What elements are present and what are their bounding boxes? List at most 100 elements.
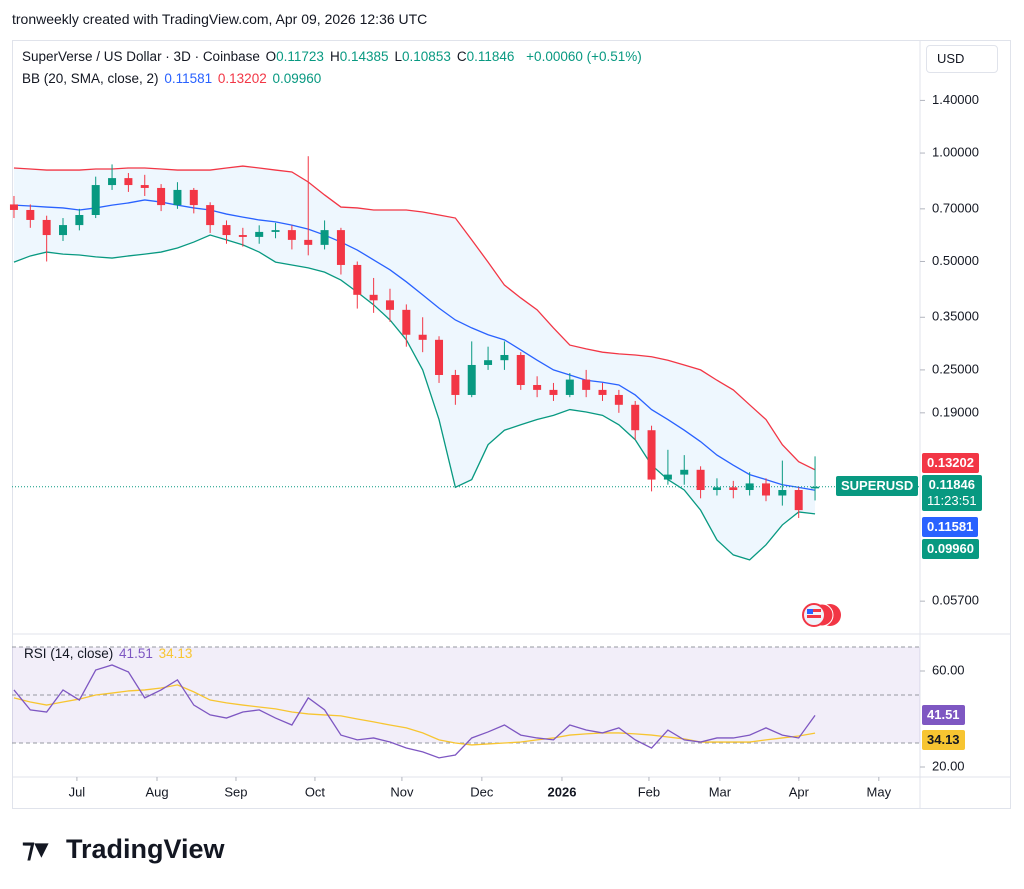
y-tick-label: 1.40000 [932,92,979,107]
y-tick-label: 0.35000 [932,309,979,324]
candle-body [516,354,525,385]
y-tick-label: 0.25000 [932,361,979,376]
candle-body [108,178,117,186]
change: +0.00060 (+0.51%) [526,49,642,64]
candle-body [140,185,149,188]
rsi-ma-value: 34.13 [158,646,193,661]
x-tick-label: Apr [789,784,810,799]
x-tick-label: May [867,784,892,799]
bb-lower: 0.09960 [272,71,322,86]
rsi-tick-label: 20.00 [932,758,965,773]
x-tick-label: Feb [638,784,660,799]
candle-body [271,230,280,232]
candle-body [222,225,231,236]
upper-tag: 0.13202 [922,453,979,473]
candle-body [369,294,378,301]
y-tick-label: 0.70000 [932,200,979,215]
symbol-title: SuperVerse / US Dollar · 3D · Coinbase [22,49,260,64]
candle-body [385,300,394,310]
x-tick-label: Jul [69,784,86,799]
candle-body [42,219,51,236]
candle-body [9,204,18,210]
logo-mark: ⁊▾ [22,833,49,863]
candle-body [157,187,166,206]
frame [12,40,1011,809]
candle-body [712,487,721,491]
countdown: 11:23:51 [927,493,977,508]
bb-title: BB (20, SMA, close, 2) [22,71,159,86]
candle-body [304,239,313,245]
x-tick-label: Aug [145,784,168,799]
price-tag: 0.11846 11:23:51 [922,475,982,511]
y-tick-label: 0.05700 [932,593,979,608]
lower-tag: 0.09960 [922,539,979,559]
candle-body [549,389,558,395]
candle-body [614,394,623,405]
bb-line [13,165,816,471]
ohlc-value: 0.10853 [402,49,451,64]
bb-line [13,199,816,491]
candle-body [794,490,803,511]
rsi-ma-tag: 34.13 [922,730,965,750]
y-tick-label: 0.19000 [932,404,979,419]
candle-body [533,384,542,390]
candle-body [467,364,476,395]
legend: SuperVerse / US Dollar · 3D · Coinbase O… [22,49,644,64]
y-tick-label: 1.00000 [932,144,979,159]
currency-button[interactable]: USD [926,45,998,73]
candle-body [353,264,362,295]
candle-body [206,205,215,226]
rsi-tick-label: 60.00 [932,662,965,677]
price: 0.11846 [928,477,975,492]
rsi-legend: RSI (14, close) 41.51 34.13 [24,646,194,661]
flag-icon [802,603,841,627]
candle-body [500,354,509,361]
bb-upper: 0.13202 [217,71,267,86]
bb-legend: BB (20, SMA, close, 2) 0.11581 0.13202 0… [22,71,323,86]
x-tick-label: Dec [470,784,494,799]
candle-body [680,469,689,475]
candle-body [75,214,84,226]
candle-body [320,230,329,245]
ohlc-value: 0.11723 [276,49,324,64]
symbol-tag: SUPERUSD [836,476,919,496]
candle-body [238,235,247,237]
candle-body [173,189,182,206]
ohlc-label: O [265,49,277,64]
candle-body [124,178,133,186]
x-tick-label: 2026 [548,784,577,799]
candle-body [565,379,574,395]
ohlc: O0.11723 H0.14385 L0.10853 C0.11846 [266,49,521,64]
candle-body [418,334,427,340]
candle-body [598,389,607,395]
ohlc-value: 0.11846 [466,49,515,64]
candle-body [729,487,738,491]
band-fill [13,166,816,560]
rsi-title: RSI (14, close) [24,646,114,661]
candle-body [189,189,198,206]
candle-body [631,404,640,431]
bb-line [13,234,816,561]
candle-body [663,474,672,480]
candle-body [451,374,460,395]
y-tick-label: 0.50000 [932,253,979,268]
x-tick-label: Nov [390,784,414,799]
candle-body [255,231,264,237]
candle-body [26,209,35,220]
candle-body [778,490,787,496]
candle-body [484,360,493,365]
candle-body [811,486,820,489]
logo: TradingView [66,834,226,864]
x-tick-label: Mar [709,784,732,799]
candle-body [745,483,754,491]
candle-body [647,430,656,480]
ohlc-label: C [456,49,467,64]
ohlc-value: 0.14385 [339,49,389,64]
x-tick-label: Sep [224,784,247,799]
candle-body [59,225,68,236]
candle-body [402,309,411,335]
credit: tronweekly created with TradingView.com,… [12,11,428,27]
candle-body [91,185,100,215]
